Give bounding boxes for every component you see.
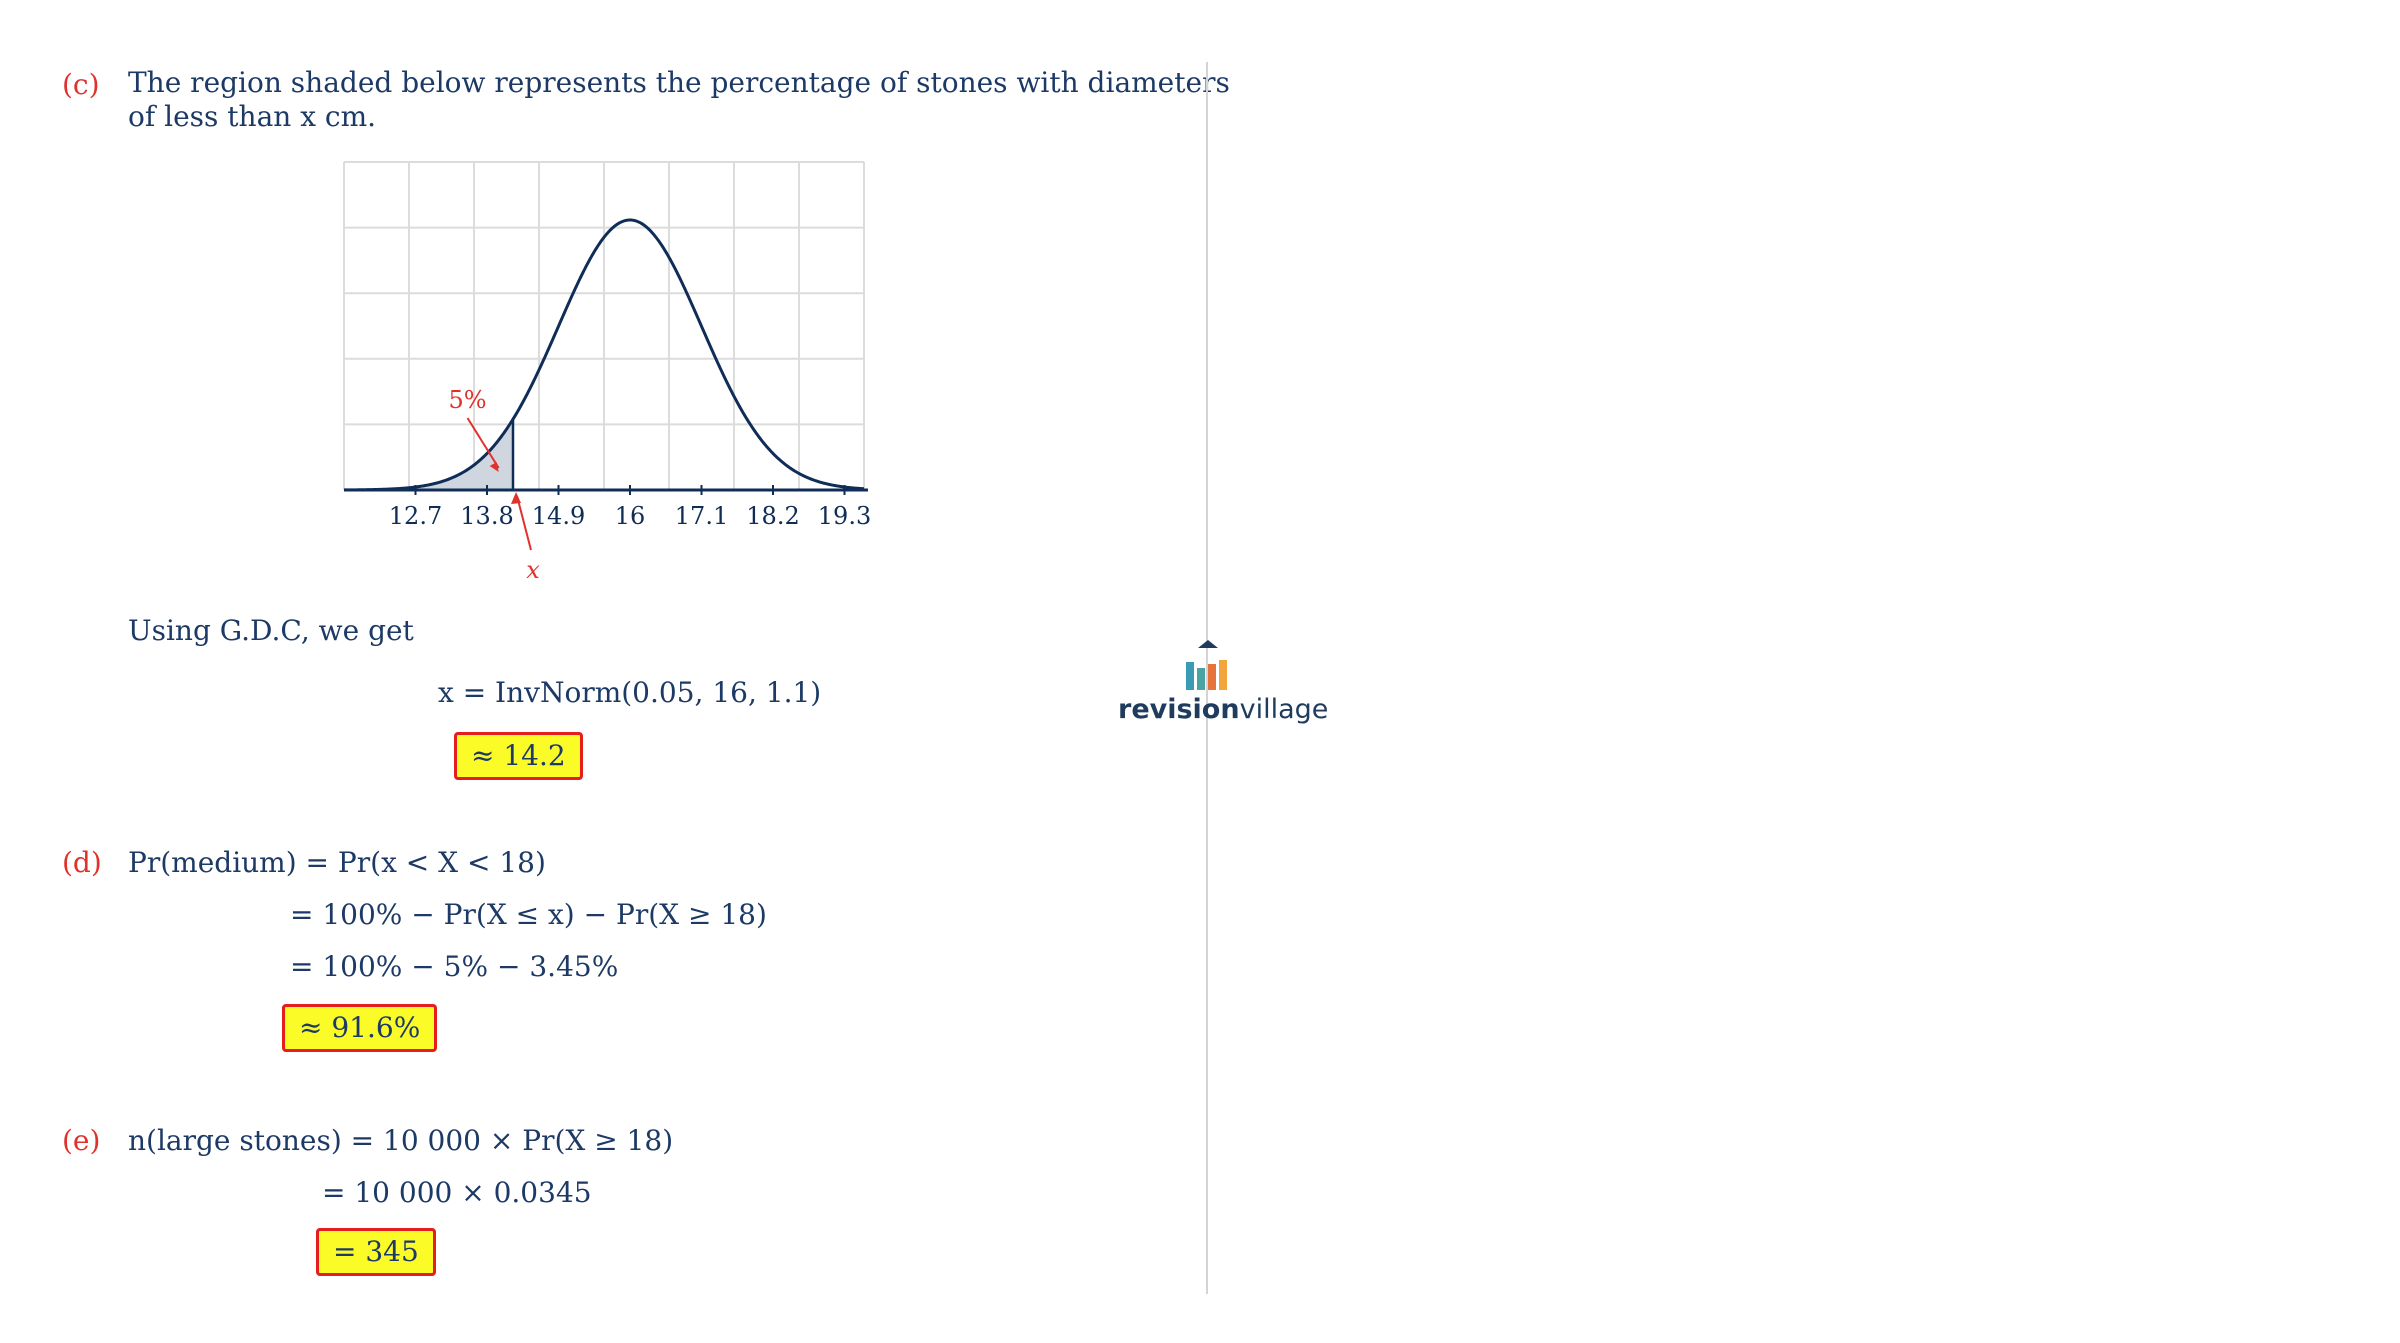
part-d-line3: = 100% − 5% − 3.45% — [290, 950, 619, 983]
logo-bar-2 — [1197, 668, 1205, 690]
percent-arrowhead — [489, 462, 499, 472]
percent-arrow — [466, 417, 500, 469]
logo-wordmark: revisionvillage — [1118, 694, 1328, 725]
shaded-region — [344, 419, 513, 490]
invnorm-equation: x = InvNorm(0.05, 16, 1.1) — [438, 676, 822, 709]
x-tick-label: 16 — [615, 502, 646, 530]
vertical-divider — [1206, 62, 1208, 1294]
percent-annotation: 5% — [448, 386, 486, 414]
x-tick-label: 17.1 — [675, 502, 728, 530]
logo-roof-icon — [1198, 640, 1218, 648]
part-e-line1: n(large stones) = 10 000 × Pr(X ≥ 18) — [128, 1124, 674, 1157]
logo-bar-3 — [1208, 664, 1216, 690]
x-tick-label: 12.7 — [389, 502, 442, 530]
part-c-text-line2: of less than x cm. — [128, 100, 377, 133]
x-tick-label: 13.8 — [460, 502, 513, 530]
part-c-label: (c) — [62, 68, 100, 101]
logo-bar-1 — [1186, 662, 1194, 690]
x-marker-label: x — [526, 556, 540, 584]
answer-box-d: ≈ 91.6% — [282, 1004, 438, 1052]
logo-word-light: village — [1239, 694, 1329, 725]
logo-icon — [1186, 640, 1227, 690]
x-tick-label: 18.2 — [746, 502, 799, 530]
revision-village-logo: revisionvillage — [1118, 636, 1328, 726]
x-tick-label: 14.9 — [532, 502, 585, 530]
part-d-line1: Pr(medium) = Pr(x < X < 18) — [128, 846, 546, 879]
answer-box-c: ≈ 14.2 — [454, 732, 583, 780]
answer-box-e: = 345 — [316, 1228, 436, 1276]
part-d-label: (d) — [62, 846, 102, 879]
x-tick-label: 19.3 — [818, 502, 871, 530]
normal-distribution-chart: 12.7 13.8 14.9 16 17.1 18.2 19.3 5% x — [343, 161, 871, 584]
part-d-line2: = 100% − Pr(X ≤ x) − Pr(X ≥ 18) — [290, 898, 767, 931]
logo-word-bold: revision — [1118, 694, 1240, 725]
logo-bar-4 — [1219, 660, 1227, 690]
part-c-text-line1: The region shaded below represents the p… — [128, 66, 1230, 99]
part-e-line2: = 10 000 × 0.0345 — [322, 1176, 592, 1209]
part-e-label: (e) — [62, 1124, 101, 1157]
x-marker-arrowhead — [511, 492, 521, 504]
normal-curve — [343, 218, 865, 492]
gdc-intro-text: Using G.D.C, we get — [128, 614, 414, 647]
x-marker-arrow — [516, 495, 532, 551]
